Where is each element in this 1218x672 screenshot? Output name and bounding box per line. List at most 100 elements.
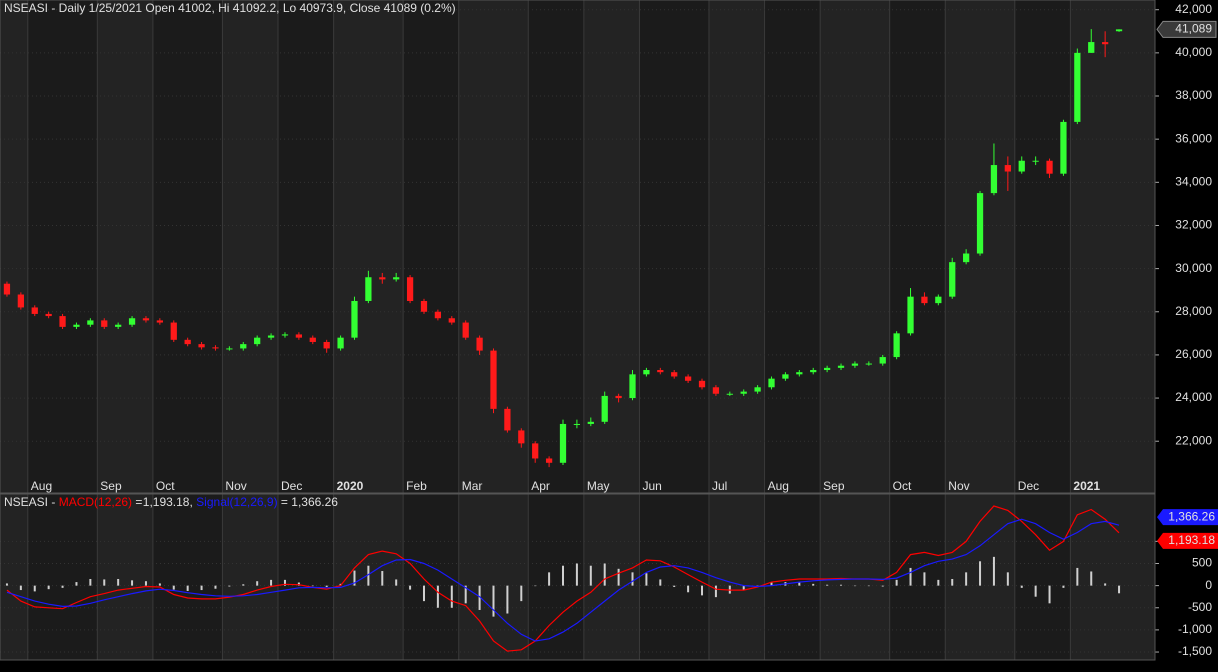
separator: , — [189, 495, 192, 509]
histogram-bar — [701, 585, 704, 596]
histogram-bar — [436, 585, 439, 608]
histogram-bar — [242, 584, 245, 586]
histogram-bar — [603, 563, 606, 586]
value-box — [1157, 532, 1218, 549]
month-stripe — [764, 0, 821, 493]
month-stripe — [152, 0, 223, 493]
candle-body — [337, 337, 344, 349]
histogram-bar — [992, 556, 995, 586]
histogram-bar — [200, 585, 203, 591]
candle-body — [921, 296, 928, 304]
candle-body — [865, 363, 872, 365]
histogram-bar — [89, 578, 92, 586]
candle-body — [768, 378, 775, 388]
histogram-bar — [812, 583, 815, 586]
histogram-bar — [798, 582, 801, 586]
legend-entry: Signal(12,26,9) — [196, 495, 277, 509]
histogram-bar — [506, 585, 509, 614]
legend-entry: MACD(12,26) — [59, 495, 132, 509]
histogram-bar — [367, 565, 370, 586]
x-tick-label: Nov — [225, 479, 246, 493]
candle-body — [587, 421, 594, 424]
candle-body — [3, 283, 11, 295]
histogram-bar — [589, 565, 592, 586]
y-tick-label: 26,000 — [1175, 347, 1212, 361]
month-stripe — [583, 494, 640, 660]
histogram-bar — [1104, 583, 1107, 586]
candle-body — [59, 316, 66, 327]
histogram-bar — [867, 585, 870, 587]
month-stripe — [528, 0, 584, 493]
x-tick-label: Apr — [531, 479, 550, 493]
separator: = — [135, 495, 142, 509]
y-tick-label: 36,000 — [1175, 131, 1212, 145]
histogram-bar — [631, 572, 634, 586]
y-tick-label: -500 — [1188, 600, 1212, 614]
candle-body — [754, 387, 761, 392]
candle-body — [309, 337, 316, 342]
candle-body — [323, 341, 330, 349]
histogram-bar — [131, 580, 134, 586]
x-tick-label: Aug — [768, 479, 789, 493]
histogram-bar — [534, 585, 537, 587]
month-stripe — [222, 0, 279, 493]
candle-body — [393, 277, 400, 280]
candle-body — [879, 357, 886, 364]
candle-body — [101, 320, 108, 327]
candle-body — [643, 370, 650, 375]
histogram-bar — [575, 563, 578, 586]
candle-body — [17, 294, 24, 308]
histogram-bar — [687, 585, 690, 593]
y-tick-label: 42,000 — [1175, 2, 1212, 16]
x-tick-label: 2021 — [1073, 479, 1100, 493]
candle-body — [73, 324, 80, 327]
candle-body — [351, 300, 358, 338]
candle-body — [893, 333, 900, 358]
histogram-bar — [840, 584, 843, 586]
histogram-bar — [1076, 567, 1079, 586]
month-stripe — [403, 494, 459, 660]
candle-body — [657, 370, 664, 373]
x-tick-label: Feb — [406, 479, 427, 493]
histogram-bar — [409, 585, 412, 590]
month-stripe — [97, 0, 153, 493]
histogram-bar — [951, 578, 954, 586]
candle-body — [671, 372, 678, 377]
month-stripe — [0, 0, 28, 493]
histogram-bar — [158, 583, 161, 586]
histogram-bar — [450, 585, 453, 608]
month-stripe — [1070, 0, 1155, 493]
histogram-bar — [283, 579, 286, 586]
candle-body — [295, 334, 303, 338]
x-tick-label: Mar — [462, 479, 483, 493]
candle-body — [907, 296, 914, 334]
month-stripe — [820, 494, 890, 660]
candle-body — [532, 443, 539, 459]
candle-body — [949, 262, 956, 297]
histogram-bar — [909, 567, 912, 586]
candle-body — [518, 430, 525, 444]
histogram-bar — [144, 581, 147, 586]
histogram-bar — [770, 582, 773, 586]
histogram-bar — [33, 585, 36, 592]
x-tick-label: Dec — [281, 479, 302, 493]
candle-body — [267, 335, 275, 338]
x-tick-label: Sep — [100, 479, 122, 493]
histogram-bar — [311, 585, 314, 587]
histogram-bar — [714, 585, 717, 598]
macd-title-prefix: NSEASI - — [4, 495, 55, 509]
histogram-bar — [270, 579, 273, 586]
month-stripe — [1014, 494, 1071, 660]
candle-body — [851, 363, 859, 366]
y-tick-label: 28,000 — [1175, 304, 1212, 318]
histogram-bar — [853, 585, 856, 587]
candle-body — [726, 393, 733, 395]
histogram-bar — [617, 568, 620, 586]
histogram-bar — [325, 585, 328, 587]
candle-body — [226, 348, 233, 350]
y-tick-label: -1,500 — [1178, 644, 1212, 658]
y-tick-label: 0 — [1205, 578, 1212, 592]
candle-body — [379, 277, 386, 280]
value-box-label: 1,366.26 — [1168, 509, 1215, 523]
month-stripe — [889, 0, 946, 493]
